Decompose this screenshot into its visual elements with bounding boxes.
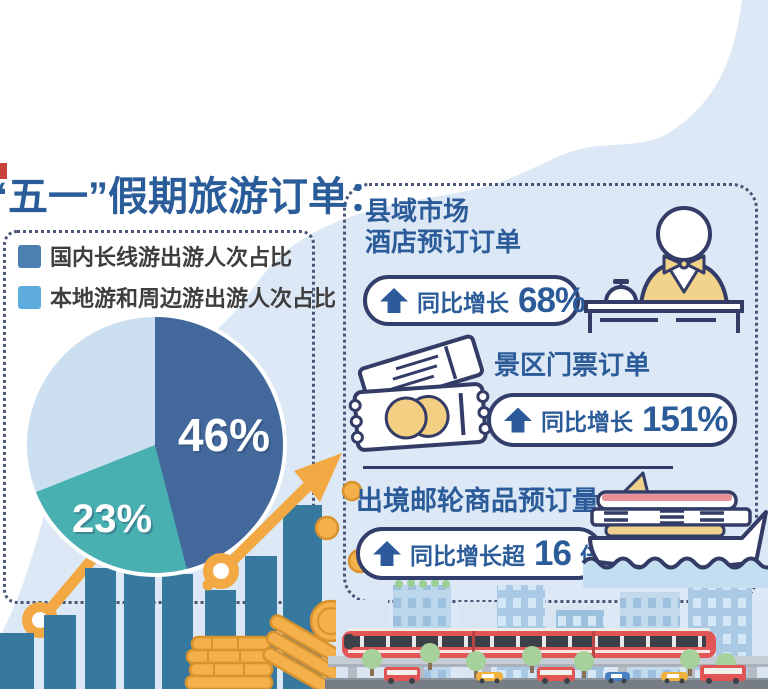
growth-up-arrow-icon (504, 407, 532, 433)
stat-cruise-title: 出境邮轮商品预订量 (356, 486, 599, 516)
growth-prefix: 同比增长 (541, 409, 633, 435)
growth-up-arrow-icon (380, 288, 408, 313)
growth-up-arrow-icon (373, 541, 401, 566)
stat-hotel-growth-pill: 同比增长 68% (363, 275, 586, 326)
stat-cruise-growth-pill: 同比增长超 16 倍 (356, 527, 604, 580)
growth-value: 16 (534, 533, 572, 573)
growth-prefix: 同比增长 (417, 289, 509, 316)
growth-prefix: 同比增长超 (410, 542, 525, 569)
growth-value: 151% (642, 400, 729, 439)
scenic-tickets-icon (348, 334, 492, 452)
cruise-ship-icon (581, 471, 768, 588)
stat-hotel-title-line2: 酒店预订订单 (365, 227, 522, 257)
stat-tickets-growth-pill: 同比增长 151% (487, 393, 737, 447)
growth-value: 68% (518, 280, 586, 320)
stat-hotel-title: 县域市场 酒店预订订单 (365, 196, 521, 258)
stat-hotel-title-line1: 县域市场 (365, 196, 470, 226)
stat-tickets-title: 景区门票订单 (494, 350, 651, 380)
hotel-receptionist-bell-icon (584, 206, 744, 333)
